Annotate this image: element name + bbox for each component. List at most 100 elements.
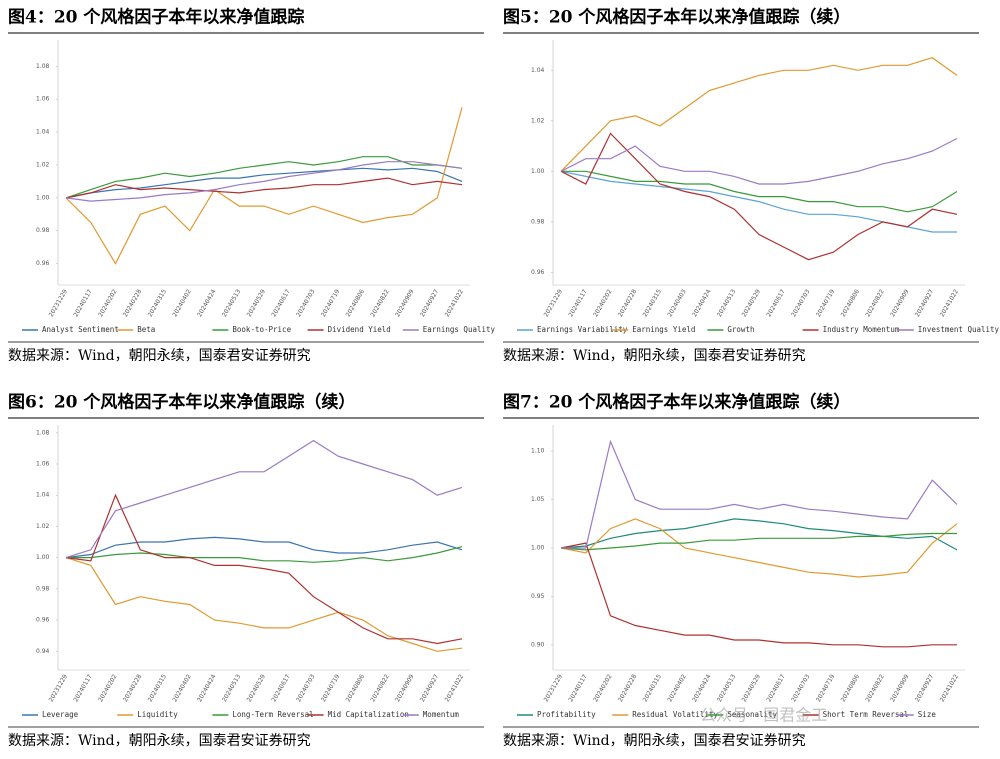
series-line: [560, 518, 958, 551]
legend-label: Mid Capitalization: [328, 710, 409, 719]
legend-label: Analyst Sentiment: [42, 325, 119, 334]
x-tick-label: 20240513: [221, 673, 242, 703]
x-tick-label: 20240909: [889, 673, 910, 703]
chart-title: 图5：20 个风格因子本年以来净值跟踪（续）: [503, 7, 850, 28]
x-tick-label: 20240228: [617, 288, 638, 318]
series-line: [65, 156, 463, 199]
x-tick-label: 20240617: [270, 673, 291, 703]
series-line: [560, 532, 957, 551]
y-tick-label: 1.06: [36, 96, 50, 103]
x-tick-label: 20240927: [914, 673, 935, 703]
x-tick-label: 20240822: [369, 288, 390, 318]
series-line: [560, 170, 957, 233]
series-line: [561, 439, 958, 549]
y-tick-label: 0.90: [531, 641, 545, 648]
x-tick-label: 20240719: [815, 288, 836, 318]
x-tick-label: 20240719: [320, 288, 341, 318]
x-tick-label: 20240703: [295, 288, 316, 318]
x-tick-label: 20240806: [345, 673, 366, 703]
x-tick-label: 20240529: [246, 673, 267, 703]
y-tick-label: 0.96: [36, 260, 50, 267]
watermark: 公众号 · 国君金工: [700, 706, 827, 725]
chart-title: 图4：20 个风格因子本年以来净值跟踪: [8, 7, 304, 28]
x-tick-label: 20240228: [122, 288, 143, 318]
legend-label: Earnings Yield: [632, 325, 695, 334]
legend-label: Residual Volatility: [632, 710, 718, 719]
chart-title: 图6：20 个风格因子本年以来净值跟踪（续）: [8, 392, 355, 413]
x-tick-label: 20231229: [48, 673, 69, 703]
x-tick-label: 20240117: [567, 288, 588, 318]
series-line: [66, 546, 463, 563]
y-tick-label: 0.98: [36, 585, 50, 592]
series-line: [65, 107, 463, 265]
y-tick-label: 1.04: [36, 129, 50, 136]
x-tick-label: 20240315: [642, 673, 663, 703]
series-line: [560, 518, 958, 578]
x-tick-label: 20240806: [840, 673, 861, 703]
y-tick-label: 1.10: [531, 448, 545, 455]
legend-label: Book-to-Price: [232, 325, 291, 334]
x-tick-label: 20240909: [394, 288, 415, 318]
series-line: [65, 557, 463, 652]
y-tick-label: 1.02: [36, 161, 50, 168]
series-line: [561, 170, 958, 213]
series-line: [560, 137, 958, 185]
x-tick-label: 20241022: [939, 288, 960, 318]
x-tick-label: 20240806: [840, 288, 861, 318]
x-tick-label: 20240822: [864, 288, 885, 318]
series-line: [65, 177, 463, 199]
y-tick-label: 1.06: [36, 461, 50, 468]
y-tick-label: 0.95: [531, 593, 545, 600]
legend-label: Liquidity: [137, 710, 178, 719]
x-tick-label: 20240529: [741, 288, 762, 318]
y-tick-label: 1.08: [36, 429, 50, 436]
x-tick-label: 20240513: [221, 288, 242, 318]
x-tick-label: 20240703: [790, 288, 811, 318]
x-tick-label: 20240117: [567, 673, 588, 703]
legend-label: Earnings Variability: [537, 325, 628, 334]
y-tick-label: 1.05: [531, 496, 545, 503]
x-tick-label: 20240202: [97, 673, 118, 703]
x-tick-label: 20240703: [790, 673, 811, 703]
x-tick-label: 20240403: [666, 288, 687, 318]
x-tick-label: 20240617: [765, 673, 786, 703]
x-tick-label: 20240822: [864, 673, 885, 703]
legend-label: Leverage: [42, 710, 79, 719]
y-tick-label: 1.00: [36, 194, 50, 201]
x-tick-label: 20240909: [394, 673, 415, 703]
source-note: 数据来源：Wind，朝阳永续，国泰君安证券研究: [8, 732, 311, 749]
x-tick-label: 20240228: [617, 673, 638, 703]
legend-label: Investment Quality: [918, 325, 1000, 334]
series-line: [65, 536, 463, 559]
x-tick-label: 20240117: [72, 288, 93, 318]
y-tick-label: 1.02: [36, 523, 50, 530]
x-tick-label: 20240424: [691, 288, 712, 318]
x-tick-label: 20240202: [592, 288, 613, 318]
y-tick-label: 0.96: [36, 617, 50, 624]
x-tick-label: 20240927: [419, 673, 440, 703]
x-tick-label: 20240424: [196, 288, 217, 318]
y-tick-label: 1.00: [531, 544, 545, 551]
x-tick-label: 20240927: [419, 288, 440, 318]
x-tick-label: 20240822: [369, 673, 390, 703]
x-tick-label: 20240424: [196, 673, 217, 703]
source-note: 数据来源：Wind，朝阳永续，国泰君安证券研究: [503, 347, 806, 364]
x-tick-label: 20240719: [815, 673, 836, 703]
x-tick-label: 20240228: [122, 673, 143, 703]
series-line: [65, 493, 463, 645]
x-tick-label: 20231229: [543, 288, 564, 318]
x-tick-label: 20240513: [716, 673, 737, 703]
series-line: [560, 542, 957, 648]
x-tick-label: 20240719: [320, 673, 341, 703]
x-tick-label: 20231229: [543, 673, 564, 703]
legend-label: Short Term Reversal: [823, 710, 909, 719]
legend-label: Long-Term Reversal: [232, 710, 313, 719]
series-line: [65, 439, 463, 559]
y-tick-label: 1.00: [36, 554, 50, 561]
x-tick-label: 20241022: [444, 673, 465, 703]
legend-label: Seasonality: [727, 710, 777, 719]
x-tick-label: 20240617: [270, 288, 291, 318]
x-tick-label: 20240117: [72, 673, 93, 703]
x-tick-label: 20240315: [147, 288, 168, 318]
